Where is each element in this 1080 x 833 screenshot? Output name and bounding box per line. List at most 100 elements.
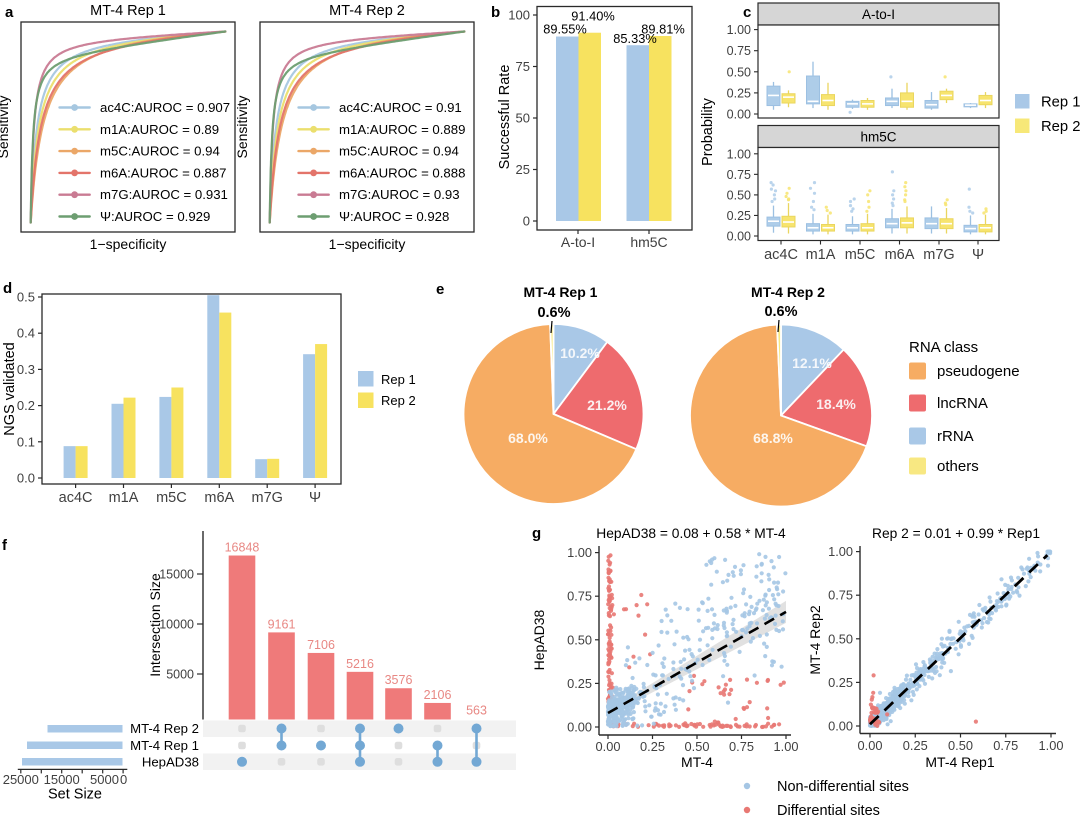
svg-text:0.75: 0.75 <box>729 739 754 754</box>
svg-text:15000: 15000 <box>159 568 194 582</box>
svg-text:Set Size: Set Size <box>48 787 102 803</box>
svg-text:0.50: 0.50 <box>828 631 853 646</box>
svg-text:5000: 5000 <box>90 772 119 787</box>
svg-text:5216: 5216 <box>346 657 374 671</box>
svg-text:Differential sites: Differential sites <box>777 803 880 819</box>
svg-text:1.00: 1.00 <box>567 545 592 560</box>
svg-text:7106: 7106 <box>307 638 335 652</box>
svg-text:1.00: 1.00 <box>774 739 799 754</box>
svg-text:15000: 15000 <box>44 772 80 787</box>
svg-text:m5C: m5C <box>845 247 876 263</box>
svg-text:0.25: 0.25 <box>903 738 928 753</box>
svg-text:Successful Rate: Successful Rate <box>497 65 513 170</box>
svg-text:Rep 2 = 0.01 + 0.99 * Rep1: Rep 2 = 0.01 + 0.99 * Rep1 <box>872 526 1040 541</box>
svg-text:Sensitivity: Sensitivity <box>234 95 250 158</box>
svg-text:0.6%: 0.6% <box>537 305 570 321</box>
svg-text:0.00: 0.00 <box>828 719 853 734</box>
svg-text:50: 50 <box>516 111 530 126</box>
svg-text:NGS validated: NGS validated <box>2 342 18 436</box>
svg-text:0.6%: 0.6% <box>764 304 797 320</box>
svg-text:g: g <box>532 525 541 542</box>
svg-text:m6A:AUROC = 0.888: m6A:AUROC = 0.888 <box>339 165 465 180</box>
svg-text:hm5C: hm5C <box>630 234 667 250</box>
svg-text:0.75: 0.75 <box>727 168 751 182</box>
svg-text:Sensitivity: Sensitivity <box>0 95 11 158</box>
svg-text:b: b <box>491 4 500 21</box>
svg-text:10000: 10000 <box>159 618 194 632</box>
svg-text:10.2%: 10.2% <box>560 345 600 361</box>
svg-text:Ψ: Ψ <box>972 247 984 263</box>
svg-text:0.25: 0.25 <box>640 739 665 754</box>
svg-text:0.50: 0.50 <box>567 632 592 647</box>
svg-text:0.00: 0.00 <box>567 720 592 735</box>
svg-text:12.1%: 12.1% <box>792 355 832 371</box>
svg-text:0.00: 0.00 <box>727 230 751 244</box>
svg-text:Rep 2: Rep 2 <box>1041 119 1080 135</box>
svg-text:m1A:AUROC = 0.89: m1A:AUROC = 0.89 <box>100 122 219 137</box>
svg-text:Ψ:AUROC = 0.929: Ψ:AUROC = 0.929 <box>100 209 210 224</box>
svg-text:9161: 9161 <box>268 617 296 631</box>
svg-text:ac4C:AUROC = 0.907: ac4C:AUROC = 0.907 <box>100 100 230 115</box>
svg-text:0.25: 0.25 <box>567 676 592 691</box>
svg-text:Non-differential sites: Non-differential sites <box>777 779 909 795</box>
svg-text:0.3: 0.3 <box>17 362 35 377</box>
svg-text:MT-4 Rep 1: MT-4 Rep 1 <box>90 3 166 19</box>
svg-text:Ψ:AUROC = 0.928: Ψ:AUROC = 0.928 <box>339 209 449 224</box>
svg-text:m6A: m6A <box>204 490 234 506</box>
svg-text:0: 0 <box>120 772 127 787</box>
svg-text:563: 563 <box>466 703 487 717</box>
svg-text:ac4C: ac4C <box>59 490 93 506</box>
svg-text:0.75: 0.75 <box>993 738 1018 753</box>
svg-text:a: a <box>5 4 14 21</box>
svg-text:e: e <box>436 281 444 298</box>
svg-text:5000: 5000 <box>166 668 194 682</box>
svg-text:89.81%: 89.81% <box>641 22 684 37</box>
svg-text:0.4: 0.4 <box>17 326 35 341</box>
svg-text:100: 100 <box>508 8 530 23</box>
svg-text:A-to-I: A-to-I <box>561 234 595 250</box>
svg-text:others: others <box>937 458 979 475</box>
svg-text:Rep 2: Rep 2 <box>381 393 416 408</box>
svg-text:c: c <box>743 4 751 21</box>
svg-text:16848: 16848 <box>225 541 260 555</box>
svg-text:0.5: 0.5 <box>17 290 35 305</box>
svg-text:0.75: 0.75 <box>567 589 592 604</box>
svg-text:m7G:AUROC = 0.93: m7G:AUROC = 0.93 <box>339 187 460 202</box>
svg-text:3576: 3576 <box>385 673 413 687</box>
svg-text:1.00: 1.00 <box>828 544 853 559</box>
svg-text:25: 25 <box>516 162 530 177</box>
svg-text:m6A:AUROC = 0.887: m6A:AUROC = 0.887 <box>100 165 226 180</box>
svg-text:ac4C: ac4C <box>764 247 798 263</box>
svg-text:rRNA: rRNA <box>937 428 974 445</box>
svg-text:HepAD38: HepAD38 <box>142 755 199 770</box>
svg-text:m1A: m1A <box>806 247 836 263</box>
svg-text:0.25: 0.25 <box>727 86 751 100</box>
svg-text:1.00: 1.00 <box>1039 738 1064 753</box>
svg-text:hm5C: hm5C <box>860 130 896 145</box>
svg-text:MT-4 Rep 2: MT-4 Rep 2 <box>329 3 405 19</box>
svg-text:A-to-I: A-to-I <box>862 7 895 22</box>
svg-text:Rep 1: Rep 1 <box>1041 95 1080 111</box>
svg-text:0.00: 0.00 <box>858 738 883 753</box>
svg-text:0.75: 0.75 <box>828 588 853 603</box>
svg-text:1−specificity: 1−specificity <box>329 236 406 252</box>
svg-text:68.0%: 68.0% <box>508 430 548 446</box>
svg-text:0.00: 0.00 <box>727 108 751 122</box>
svg-text:0.00: 0.00 <box>596 739 621 754</box>
svg-text:m1A: m1A <box>109 490 139 506</box>
svg-text:f: f <box>2 537 8 554</box>
svg-text:0: 0 <box>523 214 530 229</box>
svg-text:m5C: m5C <box>156 490 187 506</box>
svg-text:0.50: 0.50 <box>727 188 751 202</box>
svg-text:0.2: 0.2 <box>17 398 35 413</box>
svg-text:m7G: m7G <box>923 247 954 263</box>
svg-text:lncRNA: lncRNA <box>937 395 988 412</box>
svg-text:RNA class: RNA class <box>909 339 978 356</box>
svg-text:0.1: 0.1 <box>17 434 35 449</box>
svg-text:MT-4 Rep 2: MT-4 Rep 2 <box>130 721 199 736</box>
svg-text:MT-4: MT-4 <box>681 754 713 770</box>
svg-text:0.0: 0.0 <box>17 471 35 486</box>
svg-text:2106: 2106 <box>424 688 452 702</box>
svg-text:m7G:AUROC = 0.931: m7G:AUROC = 0.931 <box>100 187 228 202</box>
svg-text:91.40%: 91.40% <box>571 9 614 24</box>
